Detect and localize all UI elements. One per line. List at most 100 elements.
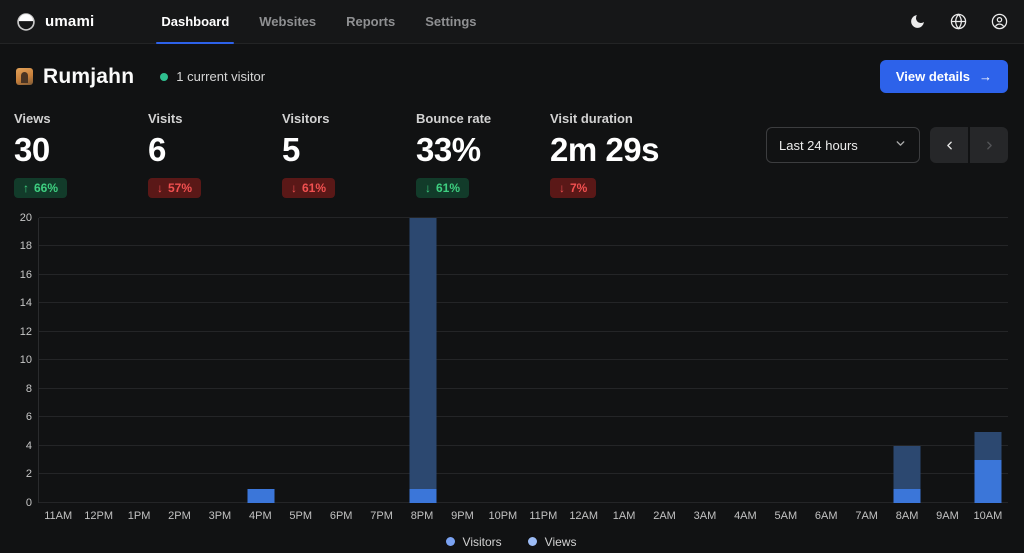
prev-period-button[interactable] [930, 127, 968, 163]
bar-slot-3am[interactable] [685, 218, 725, 503]
brand-name: umami [45, 13, 95, 30]
bar-slot-11pm[interactable] [524, 218, 564, 503]
gridline [39, 387, 1008, 389]
live-text: 1 current visitor [176, 69, 266, 84]
current-visitors: 1 current visitor [160, 69, 265, 84]
x-tick-label: 3AM [693, 509, 717, 522]
date-range-select[interactable]: Last 24 hours [766, 127, 920, 163]
legend-dot-views-icon [527, 537, 537, 547]
metric-label: Visit duration [550, 111, 633, 126]
bar-slot-1am[interactable] [604, 218, 644, 503]
bar-slot-7am[interactable] [847, 218, 887, 503]
nav-menu: Dashboard Websites Reports Settings [146, 0, 491, 44]
x-axis: 11AM 12PM 1PM 2PM 3PM 4PM 5PM 6PM 7PM 8PM 9PM 10PM 1… [38, 510, 1008, 522]
visitors-bar [893, 488, 921, 503]
navbar: umami Dashboard Websites Reports Setting… [0, 0, 1024, 44]
x-tick-label: 4AM [734, 509, 757, 522]
metric-bounce-rate: Bounce rate 33% ↓ 61% [416, 111, 550, 198]
bar-slot-8pm[interactable] [402, 217, 442, 503]
next-period-button[interactable] [970, 127, 1008, 163]
y-tick-label: 0 [25, 496, 32, 509]
bar-slot-4am[interactable] [725, 218, 765, 503]
bar-slot-2am[interactable] [645, 218, 685, 503]
metric-value: 33% [416, 131, 481, 168]
metric-visitors: Visitors 5 ↓ 61% [282, 111, 416, 198]
bar-slot-2pm[interactable] [160, 218, 200, 503]
metric-views: Views 30 ↑ 66% [14, 111, 148, 198]
gridline [39, 359, 1008, 361]
x-tick-label: 5AM [774, 509, 798, 522]
bar-slot-10am[interactable] [968, 218, 1008, 503]
gridline [39, 273, 1008, 275]
bar-slot-9pm[interactable] [443, 218, 483, 503]
date-range-value: Last 24 hours [779, 137, 858, 153]
chevron-down-icon [894, 137, 907, 153]
range-controls: Last 24 hours [766, 127, 1008, 163]
y-tick-label: 4 [25, 439, 32, 452]
site-favicon [16, 68, 33, 85]
y-tick-label: 14 [19, 297, 32, 310]
trend-arrow-icon: ↓ [291, 180, 297, 195]
view-details-button[interactable]: View details → [879, 60, 1008, 93]
metric-visits: Visits 6 ↓ 57% [148, 111, 282, 198]
y-tick-label: 6 [25, 411, 32, 424]
x-tick-label: 11PM [529, 509, 558, 522]
nav-item-websites[interactable]: Websites [259, 14, 317, 29]
page-title: Rumjahn [43, 64, 135, 88]
umami-logo[interactable]: umami [16, 12, 94, 32]
bar-slot-6pm[interactable] [322, 218, 362, 503]
x-tick-label: 7AM [855, 509, 878, 522]
bar-slot-11am[interactable] [39, 218, 79, 503]
chart-legend: Visitors Views [14, 535, 1008, 549]
metric-value: 2m 29s [550, 131, 659, 168]
nav-item-reports[interactable]: Reports [346, 14, 396, 29]
bar-slot-12pm[interactable] [79, 218, 119, 503]
y-tick-label: 10 [19, 354, 32, 367]
moon-icon[interactable] [909, 13, 926, 30]
metric-value: 6 [148, 131, 166, 168]
x-tick-label: 9PM [451, 509, 474, 522]
bar-slot-12am[interactable] [564, 218, 604, 503]
nav-item-dashboard[interactable]: Dashboard [146, 0, 244, 44]
y-tick-label: 12 [19, 325, 32, 338]
x-tick-label: 4PM [249, 509, 272, 522]
bar-slot-5am[interactable] [766, 218, 806, 503]
metric-value: 30 [14, 131, 50, 168]
x-tick-label: 10PM [488, 509, 518, 522]
bar-slot-4pm[interactable] [241, 218, 281, 503]
y-tick-label: 2 [25, 468, 32, 481]
legend-item-views[interactable]: Views [527, 535, 576, 549]
bar-slot-6am[interactable] [806, 218, 846, 503]
y-tick-label: 18 [19, 240, 32, 253]
bar-slot-5pm[interactable] [281, 218, 321, 503]
metric-badge: ↑ 66% [14, 177, 68, 198]
bar-slot-1pm[interactable] [120, 218, 160, 503]
bar-slot-8am[interactable] [887, 218, 927, 503]
legend-dot-visitors-icon [445, 537, 455, 547]
metric-badge: ↓ 61% [416, 177, 470, 198]
nav-item-settings[interactable]: Settings [425, 14, 477, 29]
x-tick-label: 10AM [973, 509, 1003, 522]
x-tick-label: 5PM [289, 509, 313, 522]
x-tick-label: 3PM [208, 509, 232, 522]
gridline [39, 330, 1008, 332]
bar-slot-10pm[interactable] [483, 218, 523, 503]
bar-slot-9am[interactable] [927, 218, 967, 503]
gridline [39, 245, 1008, 247]
legend-item-visitors[interactable]: Visitors [445, 535, 502, 549]
profile-icon[interactable] [991, 13, 1008, 30]
x-tick-label: 2PM [168, 509, 191, 522]
bar-slot-3pm[interactable] [201, 218, 241, 503]
bar-slot-7pm[interactable] [362, 218, 402, 503]
metric-badge: ↓ 57% [148, 177, 202, 198]
plot-area [38, 216, 1008, 503]
visitors-bar [409, 488, 437, 503]
metrics-row: Views 30 ↑ 66% Visits 6 ↓ 57% Visitors 5 ↓… [0, 103, 1024, 198]
x-tick-label: 1PM [127, 509, 151, 522]
visitors-chart: 0 2 4 6 8 10 12 14 16 18 20 11AM 12PM 1PM 2PM 3PM 4PM 5P… [14, 212, 1008, 549]
metric-label: Views [14, 111, 51, 126]
umami-logo-icon [16, 12, 36, 32]
metric-change: 66% [34, 180, 59, 195]
globe-icon[interactable] [950, 13, 967, 30]
metric-label: Bounce rate [416, 111, 492, 126]
